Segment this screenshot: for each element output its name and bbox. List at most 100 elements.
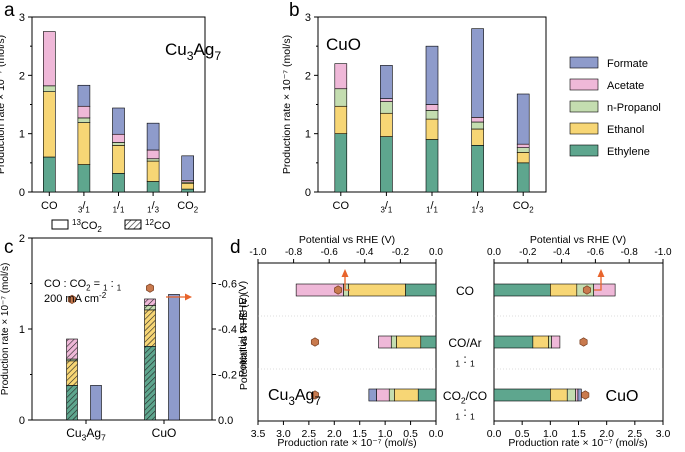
panel-a-bar-n-propanol — [77, 117, 91, 123]
panel-d-right-potential-marker — [581, 390, 590, 400]
legend-swatch-acetate — [569, 78, 599, 91]
panel-d-left-potential-marker — [334, 285, 343, 295]
panel-d-left-xtick-label: 3.5 — [251, 428, 266, 440]
panel-b-bar-acetate — [380, 98, 393, 102]
panel-d-left-bar-n-propanol — [390, 335, 397, 349]
panel-d-row-label: CO/Ar — [448, 336, 481, 350]
panel-c-potential-marker — [68, 294, 76, 305]
panel-d-right-bar-ethylene — [493, 388, 551, 402]
panel-d-left-bar-ethylene — [420, 335, 437, 349]
panel-b-ytick-label: 2 — [305, 70, 311, 82]
legend-swatch-formate — [569, 56, 599, 69]
panel-d-right-top-xlabel: Potential vs RHE (V) — [530, 234, 626, 246]
panel-b-bar-ethylene — [471, 145, 484, 193]
panel-d-right-bar-acetate — [551, 335, 561, 349]
panel-d-right-arrow-head — [597, 269, 605, 277]
panel-a-bar-acetate — [77, 105, 91, 119]
panel-a-bar-acetate — [42, 31, 56, 87]
panel-c-xtick-label: CuO — [152, 426, 177, 440]
panel-d-row-label: CO2/CO — [443, 389, 487, 406]
panel-c-ytick-right-label: -0.2 — [218, 370, 237, 382]
panel-d-right-bar-n-propanol — [548, 335, 552, 349]
panel-a-ylabel: Production rate × 10⁻⁷ (mol/s) — [0, 35, 7, 174]
panel-d-left-top-tick-label: -0.8 — [285, 247, 303, 258]
panel-a-bar-n-propanol — [42, 85, 56, 92]
panel-a-xtick-label: 1/1 — [113, 200, 125, 214]
panel-letter-a: a — [4, 0, 15, 21]
panel-c-12co-hatch — [144, 346, 156, 420]
panel-c-ytick-right-label: -0.4 — [218, 324, 237, 336]
panel-b-bar-n-propanol — [334, 88, 348, 107]
panel-d-right-arrow-line — [594, 276, 602, 291]
panel-d-left-bar-ethanol — [393, 388, 419, 402]
legend-label-formate: Formate — [607, 58, 648, 70]
panel-d-left-xtick-label: 1.0 — [378, 428, 393, 440]
panel-a-bar-ethylene — [42, 156, 56, 193]
panel-d-right-bar-ethylene — [493, 335, 534, 349]
panel-d-right-catalyst-label: CuO — [606, 388, 639, 405]
panel-d-left-xtick-label: 2.5 — [302, 428, 317, 440]
panel-d-right-xtick-label: 0.5 — [515, 428, 530, 440]
panel-c-ylabel-right: Potential vs RHE (V) — [237, 281, 249, 377]
panel-b-bar-n-propanol — [380, 101, 393, 114]
panel-b-xtick-label: CO2 — [513, 200, 534, 214]
panel-b-bar-acetate — [516, 143, 530, 148]
panel-a-bar-acetate — [112, 133, 125, 143]
panel-c-legend-12co-label: 12CO — [145, 218, 171, 232]
panel-b-bar-ethylene — [516, 162, 530, 193]
panel-b-bar-formate — [471, 28, 484, 118]
panel-d-left-xtick-label: 2.0 — [327, 428, 342, 440]
panel-d-right-xtick-label: 2.5 — [628, 428, 643, 440]
legend-label-acetate: Acetate — [607, 80, 644, 92]
panel-d-right-bar-ethanol — [550, 283, 578, 297]
panel-d-right-xtick-label: 2.0 — [599, 428, 614, 440]
panel-d-left-top-xlabel: Potential vs RHE (V) — [299, 234, 395, 246]
panel-b-bar-ethanol — [471, 128, 484, 146]
panel-d-right-top-tick-label: 0.0 — [487, 247, 501, 258]
panel-c-12co-hatch — [144, 309, 156, 347]
panel-c-ytick-right-label: -0.6 — [218, 279, 237, 291]
panel-d-right-top-tick-label: -0.2 — [519, 247, 537, 258]
panel-d-left-arrow-line — [344, 276, 350, 291]
panel-b-ytick-label: 3 — [305, 12, 311, 24]
legend-swatch-ethylene — [569, 144, 599, 157]
panel-b-ytick-label: 1 — [305, 129, 311, 141]
panel-d-right-bar-ethylene — [493, 283, 551, 297]
panel-b-bar-ethanol — [425, 118, 439, 140]
panel-b-bar-formate — [380, 65, 393, 99]
panel-b-ytick-label: 0 — [305, 187, 311, 199]
panel-d-right-top-tick-label: -0.8 — [621, 247, 639, 258]
panel-d-right-top-tick-label: -1.0 — [654, 247, 672, 258]
panel-a-ytick-label: 3 — [19, 12, 25, 24]
panel-b-xtick-label: CO — [333, 200, 350, 212]
panel-d-left-top-tick-label: -0.2 — [392, 247, 410, 258]
panel-c-ytick-label: 1 — [19, 324, 25, 336]
panel-b-bar-ethylene — [425, 139, 439, 193]
panel-d-right-xtick-label: 3.0 — [656, 428, 671, 440]
panel-d-row-label: 1 : 1 — [455, 352, 475, 369]
panel-c-ytick-label: 2 — [19, 233, 25, 245]
panel-b-bar-ethanol — [516, 152, 530, 164]
panel-b-bar-acetate — [334, 63, 348, 90]
panel-d-left-bar-acetate — [378, 335, 392, 349]
panel-d-row-label: CO — [456, 284, 474, 298]
panel-b-bar-ethanol — [380, 112, 393, 137]
panel-a-xtick-label: 3/1 — [78, 200, 90, 214]
panel-d-row-label: 1 : 1 — [455, 405, 475, 422]
panel-a-bar-ethylene — [77, 164, 91, 193]
panel-a-bar-formate — [181, 155, 194, 181]
panel-letter-c: c — [4, 237, 14, 258]
panel-c-legend-13co2-swatch — [51, 219, 69, 230]
panel-c-frame — [31, 237, 213, 421]
panel-d-left-arrow-head — [341, 269, 349, 277]
panel-d-right-xlabel: Production rate × 10⁻⁷ (mol/s) — [508, 437, 647, 449]
panel-a-ytick-label: 2 — [19, 70, 25, 82]
panel-c-legend-13co2-label: 13CO2 — [72, 218, 102, 234]
panel-d-right-top-tick-label: -0.6 — [587, 247, 605, 258]
legend-swatch-n-propanol — [569, 100, 599, 113]
panel-d-left-xtick-label: 0.0 — [429, 428, 444, 440]
panel-c-ytick-right-label: 0.0 — [218, 415, 233, 427]
panel-b-bar-n-propanol — [471, 121, 484, 130]
panel-b-bar-n-propanol — [516, 147, 530, 153]
panel-a-xtick-label: CO — [41, 200, 58, 212]
